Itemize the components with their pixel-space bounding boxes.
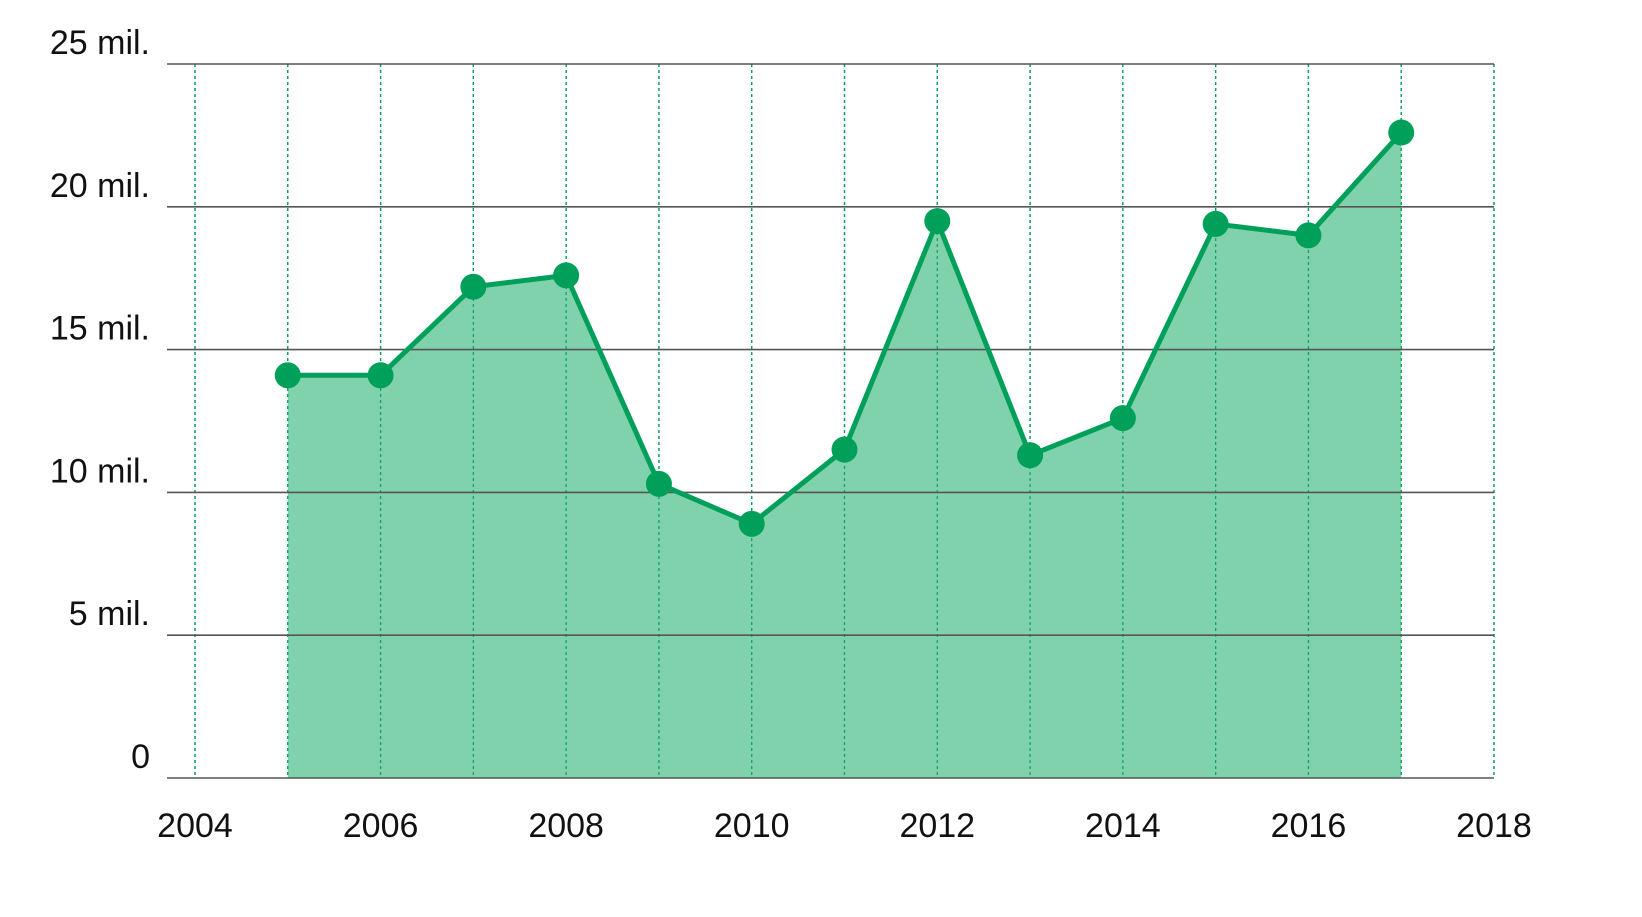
data-point bbox=[738, 510, 765, 537]
x-axis-tick-labels: 2004 2006 2008 2010 2012 2014 2016 2018 bbox=[157, 807, 1532, 845]
x-tick-label: 2008 bbox=[528, 807, 604, 845]
y-tick-label: 0 bbox=[131, 738, 150, 776]
data-point bbox=[1202, 210, 1229, 237]
horizontal-grid bbox=[167, 63, 1494, 779]
y-tick-label: 25 mil. bbox=[50, 24, 150, 62]
y-tick-label: 15 mil. bbox=[50, 310, 150, 348]
data-point bbox=[1017, 442, 1044, 469]
data-point bbox=[1295, 222, 1322, 249]
x-tick-label: 2006 bbox=[343, 807, 419, 845]
y-tick-label: 5 mil. bbox=[69, 595, 150, 633]
data-point bbox=[274, 362, 301, 389]
data-point bbox=[1388, 119, 1415, 146]
x-tick-label: 2010 bbox=[714, 807, 790, 845]
data-point bbox=[924, 208, 951, 235]
data-point bbox=[553, 262, 580, 289]
x-tick-label: 2004 bbox=[157, 807, 233, 845]
y-tick-label: 10 mil. bbox=[50, 452, 150, 490]
data-points bbox=[274, 119, 1415, 537]
x-tick-label: 2012 bbox=[899, 807, 975, 845]
data-point bbox=[645, 470, 672, 497]
data-point bbox=[460, 273, 487, 300]
y-tick-label: 20 mil. bbox=[50, 167, 150, 205]
data-point bbox=[831, 436, 858, 463]
data-point bbox=[367, 362, 394, 389]
x-tick-label: 2018 bbox=[1456, 807, 1532, 845]
data-point bbox=[1109, 405, 1136, 432]
y-axis-tick-labels: 0 5 mil. 10 mil. 15 mil. 20 mil. 25 mil. bbox=[50, 24, 150, 776]
x-tick-label: 2016 bbox=[1271, 807, 1347, 845]
x-tick-label: 2014 bbox=[1085, 807, 1161, 845]
